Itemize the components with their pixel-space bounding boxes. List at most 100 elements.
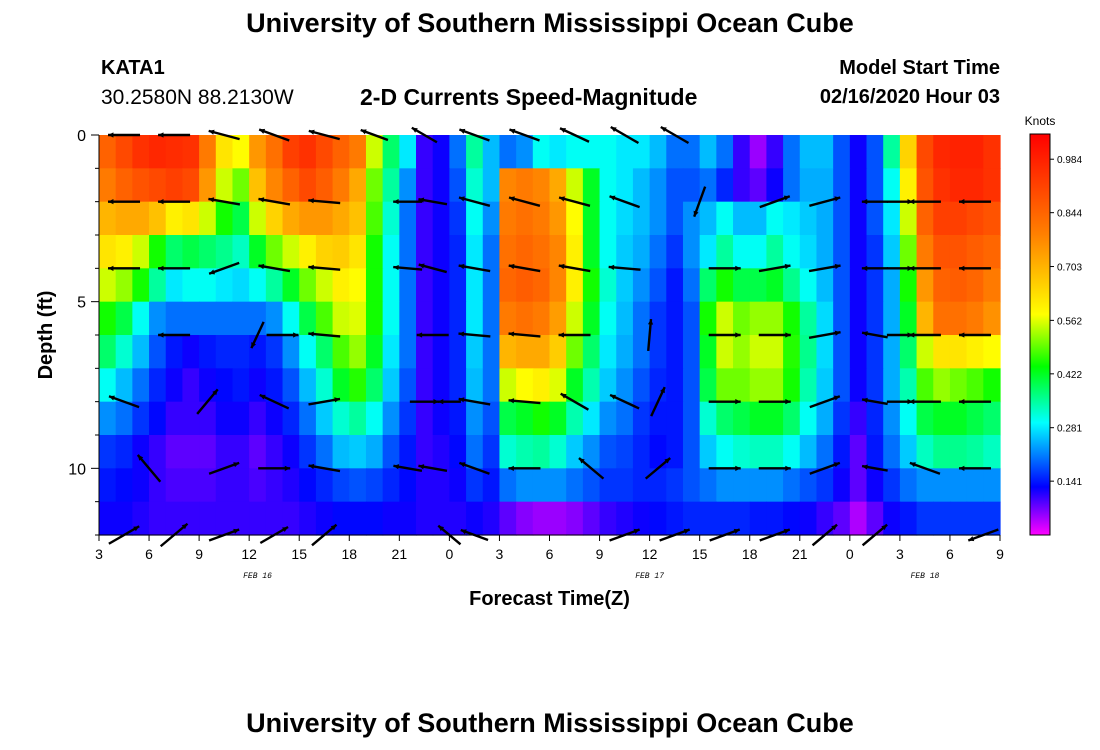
heatmap-cell (466, 468, 484, 503)
heatmap-cell (799, 435, 818, 469)
heatmap-cell (699, 168, 717, 203)
heatmap-cell (783, 201, 801, 236)
heatmap-cell (549, 201, 567, 236)
heatmap-cell (949, 235, 968, 269)
heatmap-cell (332, 301, 350, 336)
heatmap-cell (933, 468, 951, 503)
heatmap-cell (165, 135, 184, 169)
current-vector-arrowhead (108, 199, 114, 205)
heatmap-cell (933, 168, 951, 203)
current-vector-arrowhead (664, 458, 671, 464)
heatmap-cell (332, 468, 350, 503)
heatmap-cell (799, 235, 818, 269)
heatmap-cell (199, 268, 217, 303)
heatmap-cell (516, 335, 534, 369)
heatmap-cell (666, 468, 684, 503)
heatmap-cell (315, 301, 334, 336)
heatmap-cell (682, 235, 701, 269)
heatmap-cell (315, 335, 334, 369)
current-vector-arrowhead (862, 464, 868, 470)
heatmap-cell (232, 501, 250, 536)
heatmap-cell (365, 301, 384, 336)
heatmap-cell (616, 435, 634, 469)
heatmap-cell (582, 201, 601, 236)
current-vector-arrowhead (416, 332, 423, 338)
heatmap-cell (616, 135, 634, 169)
heatmap-cell (299, 435, 317, 469)
heatmap-cell (99, 335, 117, 369)
heatmap-cell (949, 301, 968, 336)
current-vector-arrowhead (785, 399, 791, 405)
current-vector-arrowhead (908, 399, 915, 405)
heatmap-cell (649, 168, 667, 203)
heatmap-cell (549, 301, 567, 336)
heatmap-cell (315, 501, 334, 536)
x-date-label: FEB 16 (243, 572, 272, 581)
heatmap-cell (866, 301, 884, 336)
heatmap-cell (799, 401, 818, 436)
heatmap-cell (933, 301, 951, 336)
heatmap-cell (833, 501, 851, 536)
heatmap-cell (315, 401, 334, 436)
heatmap-cell (149, 468, 167, 503)
heatmap-cell (933, 135, 951, 169)
heatmap-cell (749, 368, 768, 403)
heatmap-cell (215, 435, 234, 469)
heatmap-cell (499, 401, 517, 436)
heatmap-cell (699, 135, 717, 169)
heatmap-cell (766, 335, 784, 369)
heatmap-cell (899, 235, 918, 269)
heatmap-cell (816, 168, 834, 203)
heatmap-cell (783, 335, 801, 369)
heatmap-cell (849, 501, 868, 536)
heatmap-cell (365, 201, 384, 236)
heatmap-cell (866, 201, 884, 236)
heatmap-cell (215, 268, 234, 303)
heatmap-cell (816, 401, 834, 436)
heatmap-cell (749, 201, 768, 236)
heatmap-cell (416, 368, 434, 403)
current-vector-arrowhead (735, 332, 741, 338)
heatmap-cell (399, 168, 417, 203)
heatmap-cell (99, 435, 117, 469)
heatmap-cell (566, 268, 584, 303)
heatmap-cell (616, 468, 634, 503)
heatmap-cell (182, 168, 200, 203)
x-tick-label: 3 (95, 546, 103, 562)
heatmap-cell (499, 268, 517, 303)
heatmap-cell (416, 501, 434, 536)
heatmap-cell (699, 501, 717, 536)
heatmap-cell (682, 301, 701, 336)
heatmap-cell (599, 335, 617, 369)
heatmap-cell (299, 268, 317, 303)
heatmap-cell (849, 435, 868, 469)
heatmap-cell (466, 235, 484, 269)
heatmap-cell (632, 435, 651, 469)
heatmap-cell (182, 368, 200, 403)
current-vector-arrowhead (784, 263, 791, 270)
heatmap-cell (916, 201, 934, 236)
heatmap-cell (265, 401, 284, 436)
heatmap-cell (916, 135, 934, 169)
heatmap-cell (799, 268, 818, 303)
heatmap-cell (949, 268, 968, 303)
heatmap-cell (849, 268, 868, 303)
current-vector-arrowhead (233, 528, 240, 534)
current-vector-arrowhead (783, 195, 790, 201)
heatmap-cell (399, 301, 417, 336)
heatmap-cell (682, 468, 701, 503)
heatmap-cell (966, 268, 984, 303)
heatmap-cell (949, 168, 968, 203)
current-vector-arrowhead (330, 524, 337, 531)
heatmap-cell (349, 401, 367, 436)
heatmap-cell (849, 335, 868, 369)
heatmap-cell (716, 268, 734, 303)
current-vector-arrowhead (258, 263, 265, 270)
heatmap-cell (883, 135, 901, 169)
heatmap-cell (749, 301, 768, 336)
heatmap-cell (99, 135, 117, 169)
heatmap-cell (115, 368, 133, 403)
current-vector-arrowhead (958, 332, 965, 338)
heatmap-cell (616, 368, 634, 403)
heatmap-cell (432, 268, 450, 303)
